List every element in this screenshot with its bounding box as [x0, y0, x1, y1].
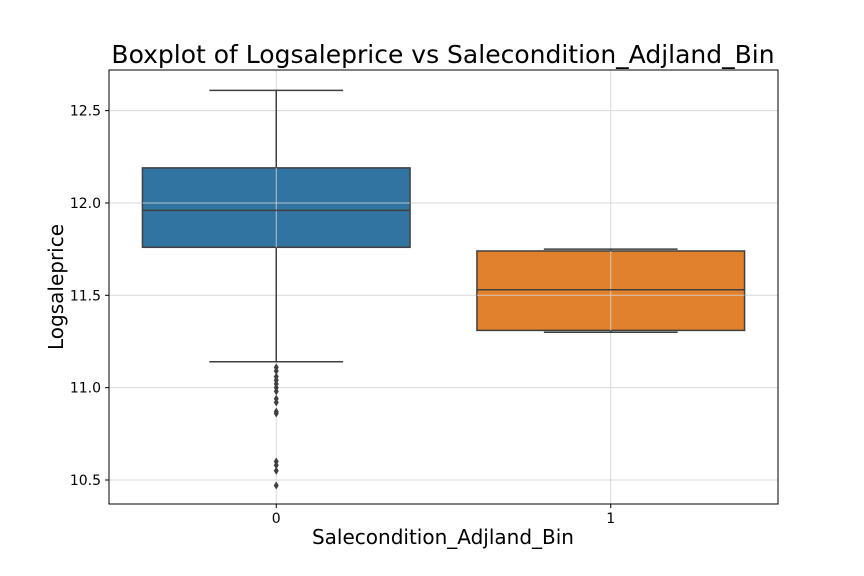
- ticks: 10.5 11.0 11.5 12.0 12.5 0 1: [70, 104, 615, 527]
- outlier-point: [273, 387, 279, 396]
- outlier-point: [273, 409, 279, 418]
- outlier-point: [273, 481, 279, 490]
- y-tick-label: 12.5: [70, 104, 101, 120]
- box-group-0: [141, 89, 411, 490]
- y-tick-label: 10.5: [70, 473, 101, 489]
- outlier-point: [273, 367, 279, 376]
- y-tick-label: 11.0: [70, 381, 101, 397]
- y-axis-label: Logsaleprice: [44, 224, 68, 350]
- x-axis-label: Salecondition_Adjland_Bin: [312, 525, 574, 549]
- y-tick-label: 12.0: [70, 196, 101, 212]
- y-tick-label: 11.5: [70, 288, 101, 304]
- chart-title: Boxplot of Logsaleprice vs Salecondition…: [111, 40, 774, 69]
- outlier-point: [273, 398, 279, 407]
- outlier-point: [273, 461, 279, 470]
- x-tick-label: 0: [272, 511, 281, 527]
- x-tick-label: 1: [606, 511, 615, 527]
- boxes: [141, 89, 746, 490]
- outlier-point: [273, 466, 279, 475]
- plot-area-frame: [108, 69, 779, 505]
- box-group-1: [476, 248, 746, 333]
